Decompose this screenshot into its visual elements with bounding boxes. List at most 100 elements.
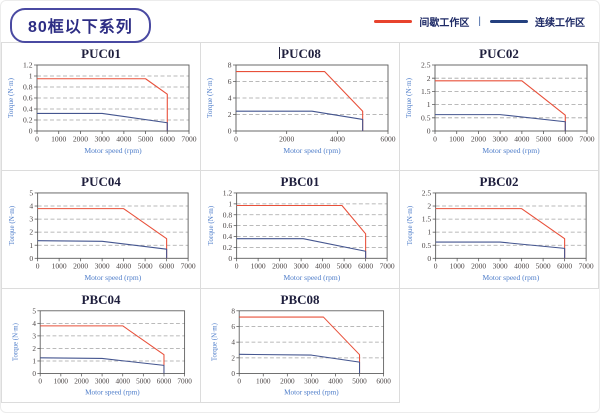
intermittent-curve — [236, 204, 367, 259]
x-tick-label: 4000 — [115, 377, 130, 385]
x-tick-label: 2000 — [280, 377, 295, 385]
y-tick-label: 0 — [228, 254, 232, 263]
chart-cell-PBC04: PBC04 0 1000 2000 3000 4000 5000 6000 7000 0 1 2 3 4 5… — [2, 289, 201, 403]
y-tick-label: 6 — [228, 77, 232, 86]
text-cursor — [279, 47, 281, 59]
x-tick-label: 3000 — [493, 262, 508, 271]
x-tick-label: 4000 — [330, 135, 345, 144]
y-tick-label: 0 — [29, 127, 33, 136]
continuous-line-swatch-icon — [490, 20, 528, 23]
x-tick-label: 3000 — [493, 135, 508, 144]
y-axis-label: Torque (N·m) — [7, 77, 15, 118]
y-axis-label: Torque (N·m) — [406, 205, 414, 245]
x-axis-label: Motor speed (rpm) — [482, 146, 540, 155]
x-tick-label: 1000 — [52, 262, 67, 271]
y-tick-label: 8 — [231, 307, 235, 315]
y-tick-label: 3 — [29, 215, 33, 224]
chart-title-PBC01: PBC01 — [280, 174, 320, 189]
y-tick-label: 0.5 — [422, 241, 432, 250]
x-tick-label: 0 — [237, 377, 241, 385]
legend: 间歇工作区 | 连续工作区 — [374, 14, 585, 29]
x-tick-label: 0 — [434, 262, 438, 271]
intermittent-line-swatch-icon — [374, 20, 413, 23]
y-tick-label: 0.2 — [23, 116, 33, 125]
plot-frame — [434, 64, 588, 132]
x-tick-label: 6000 — [157, 377, 172, 385]
chart-cell-PUC08: PUC08 0 2000 4000 6000 0 2 4 6 8 Motor speed (rpm)… — [201, 43, 400, 171]
x-axis-label: Motor speed (rpm) — [84, 273, 141, 282]
x-tick-label: 2000 — [279, 135, 294, 144]
y-tick-label: 1 — [29, 72, 33, 81]
x-tick-label: 6000 — [380, 135, 395, 144]
y-axis-label: Torque (N·m) — [211, 323, 218, 361]
y-tick-label: 0.4 — [223, 232, 233, 241]
y-tick-label: 1.2 — [23, 61, 33, 70]
continuous-curve — [435, 241, 566, 259]
intermittent-curve — [37, 78, 168, 131]
chart-plot-PBC08: 0 1000 2000 3000 4000 5000 6000 0 2 4 6 8 Motor spee… — [211, 307, 391, 396]
charts-grid: PUC01 0 1000 2000 3000 4000 5000 6000 7000 0 0.2 0.… — [1, 42, 599, 403]
x-tick-label: 1000 — [450, 262, 465, 271]
x-tick-label: 2000 — [74, 377, 89, 385]
chart-cell-PBC01: PBC01 0 1000 2000 3000 4000 5000 6000 7000 0 0.2 0.… — [201, 171, 400, 289]
continuous-curve — [236, 238, 367, 259]
x-tick-label: 2000 — [73, 135, 88, 144]
y-tick-label: 0 — [228, 127, 232, 136]
x-tick-label: 1000 — [51, 135, 66, 144]
chart-cell-PUC01: PUC01 0 1000 2000 3000 4000 5000 6000 7000 0 0.2 0.… — [2, 43, 201, 171]
x-tick-label: 7000 — [579, 262, 594, 271]
y-tick-label: 0 — [231, 370, 235, 378]
chart-cell-PUC04: PUC04 0 1000 2000 3000 4000 5000 6000 7000 0 1 2 3 4 5… — [2, 171, 201, 289]
x-tick-label: 5000 — [536, 135, 551, 144]
x-tick-label: 0 — [433, 135, 437, 144]
continuous-curve — [37, 112, 168, 131]
x-tick-label: 2000 — [471, 262, 486, 271]
x-tick-label: 4000 — [116, 262, 131, 271]
y-tick-label: 4 — [231, 339, 235, 347]
header: 80框以下系列 间歇工作区 | 连续工作区 — [1, 1, 599, 43]
x-tick-label: 2000 — [73, 262, 88, 271]
chart-title-PBC08: PBC08 — [280, 292, 320, 307]
y-tick-label: 0 — [427, 127, 431, 136]
x-tick-label: 6000 — [159, 262, 174, 271]
x-tick-label: 7000 — [380, 262, 395, 271]
x-tick-label: 5000 — [138, 135, 153, 144]
plot-frame — [37, 192, 189, 259]
y-tick-label: 2 — [228, 110, 232, 119]
x-tick-label: 6000 — [376, 377, 391, 385]
y-tick-label: 1.5 — [422, 215, 432, 224]
y-tick-label: 1 — [427, 100, 431, 109]
chart-title-PBC04: PBC04 — [81, 292, 121, 307]
y-tick-label: 0.8 — [23, 83, 33, 92]
chart-plot-PBC04: 0 1000 2000 3000 4000 5000 6000 7000 0 1 2 3 4 5 Motor… — [12, 307, 192, 396]
chart-cell-PBC02: PBC02 0 1000 2000 3000 4000 5000 6000 7000 0 0.5 1 1… — [400, 171, 599, 289]
y-tick-label: 4 — [32, 320, 36, 328]
x-tick-label: 5000 — [352, 377, 367, 385]
y-axis-label: Torque (N·m) — [206, 77, 214, 118]
x-tick-label: 1000 — [54, 377, 69, 385]
y-tick-label: 2.5 — [422, 189, 432, 198]
plot-frame — [435, 192, 587, 259]
x-tick-label: 7000 — [181, 262, 196, 271]
y-tick-label: 2 — [32, 345, 36, 353]
chart-cell-PUC02: PUC02 0 1000 2000 3000 4000 5000 6000 7000 0 0.5 1 1… — [400, 43, 599, 171]
chart-plot-PUC02: 0 1000 2000 3000 4000 5000 6000 7000 0 0.5 1 1.5 2 2.… — [405, 61, 595, 155]
x-tick-label: 7000 — [177, 377, 192, 385]
x-tick-label: 5000 — [138, 262, 153, 271]
chart-cell-PBC08: PBC08 0 1000 2000 3000 4000 5000 6000 0 2 4 6 8 Motor… — [201, 289, 400, 403]
y-tick-label: 1 — [32, 357, 36, 365]
intermittent-curve — [435, 80, 566, 131]
x-tick-label: 5000 — [536, 262, 551, 271]
y-axis-label: Torque (N·m) — [405, 77, 413, 118]
y-tick-label: 0.2 — [223, 243, 233, 252]
x-tick-label: 3000 — [95, 135, 110, 144]
chart-plot-PUC08: 0 2000 4000 6000 0 2 4 6 8 Motor speed (rpm) Torqu… — [206, 61, 396, 155]
y-tick-label: 5 — [29, 189, 33, 198]
x-tick-label: 0 — [38, 377, 42, 385]
x-tick-label: 1000 — [251, 262, 266, 271]
x-tick-label: 6000 — [558, 135, 573, 144]
x-tick-label: 6000 — [160, 135, 175, 144]
chart-title-PUC04: PUC04 — [81, 174, 121, 189]
y-tick-label: 1 — [228, 199, 232, 208]
y-tick-label: 0.6 — [223, 221, 233, 230]
